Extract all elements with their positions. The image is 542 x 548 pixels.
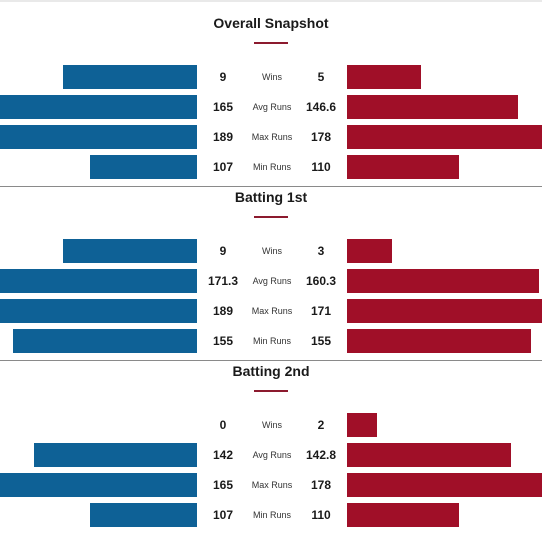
left-team-bar: [0, 473, 197, 497]
right-team-bar: [347, 65, 422, 89]
right-team-bar: [347, 125, 542, 149]
metric-label: Wins: [262, 420, 282, 430]
left-team-value: 107: [212, 160, 234, 174]
left-team-bar: [89, 155, 197, 179]
right-team-bar: [347, 413, 377, 437]
left-team-bar: [0, 269, 197, 293]
stat-row: 142 Avg Runs 142.8: [0, 443, 542, 467]
stat-row: 9 Wins 3: [0, 239, 542, 263]
metric-label: Min Runs: [252, 162, 291, 172]
section-title: Batting 2nd: [232, 363, 310, 379]
left-team-value: 0: [219, 418, 227, 432]
left-team-value: 189: [212, 304, 234, 318]
right-team-value: 110: [311, 508, 331, 522]
stat-row: 189 Max Runs 171: [0, 299, 542, 323]
right-team-value: 160.3: [305, 274, 337, 288]
left-team-bar: [0, 299, 197, 323]
right-team-value: 5: [317, 70, 325, 84]
title-underline: [254, 390, 288, 392]
metric-label: Avg Runs: [252, 450, 292, 460]
section-title: Batting 1st: [234, 189, 308, 205]
metric-label: Max Runs: [251, 480, 293, 490]
section-divider: [0, 186, 542, 187]
right-team-bar: [347, 299, 542, 323]
right-team-value: 171: [310, 304, 332, 318]
section-title: Overall Snapshot: [213, 15, 329, 31]
stat-row: 165 Max Runs 178: [0, 473, 542, 497]
right-team-bar: [347, 269, 540, 293]
stat-row: 9 Wins 5: [0, 65, 542, 89]
comparison-section: Batting 1st 9 Wins 3 171.3 Avg Runs 160.3 189 Ma…: [0, 174, 542, 353]
right-team-bar: [347, 443, 512, 467]
title-underline: [254, 216, 288, 218]
right-team-bar: [347, 95, 518, 119]
left-team-value: 155: [212, 334, 234, 348]
metric-label: Min Runs: [252, 336, 291, 346]
stat-row: 155 Min Runs 155: [0, 329, 542, 353]
right-team-value: 110: [311, 160, 331, 174]
right-team-value: 3: [317, 244, 325, 258]
left-team-bar: [63, 239, 197, 263]
right-team-bar: [347, 503, 459, 527]
left-team-bar: [13, 329, 197, 353]
right-team-value: 142.8: [305, 448, 337, 462]
left-team-value: 165: [212, 100, 234, 114]
left-team-bar: [0, 95, 197, 119]
left-team-bar: [63, 65, 197, 89]
metric-label: Wins: [262, 246, 282, 256]
stat-row: 0 Wins 2: [0, 413, 542, 437]
right-team-value: 146.6: [305, 100, 337, 114]
left-team-value: 171.3: [207, 274, 239, 288]
metric-label: Max Runs: [251, 132, 293, 142]
section-divider: [0, 360, 542, 361]
comparison-section: Batting 2nd 0 Wins 2 142 Avg Runs 142.8 165 Max …: [0, 348, 542, 527]
left-team-bar: [33, 443, 197, 467]
right-team-value: 178: [310, 478, 332, 492]
left-team-value: 9: [219, 244, 227, 258]
title-underline: [254, 42, 288, 44]
metric-label: Min Runs: [252, 510, 291, 520]
comparison-section: Overall Snapshot 9 Wins 5 165 Avg Runs 146.6 18…: [0, 0, 542, 179]
right-team-bar: [347, 155, 459, 179]
right-team-bar: [347, 473, 542, 497]
top-rule: [0, 0, 542, 2]
metric-label: Avg Runs: [252, 276, 292, 286]
metric-label: Avg Runs: [252, 102, 292, 112]
stat-row: 171.3 Avg Runs 160.3: [0, 269, 542, 293]
stat-row: 165 Avg Runs 146.6: [0, 95, 542, 119]
metric-label: Max Runs: [251, 306, 293, 316]
stat-row: 189 Max Runs 178: [0, 125, 542, 149]
left-team-value: 165: [212, 478, 234, 492]
left-team-value: 107: [212, 508, 234, 522]
stat-row: 107 Min Runs 110: [0, 503, 542, 527]
left-team-value: 9: [219, 70, 227, 84]
left-team-bar: [89, 503, 197, 527]
metric-label: Wins: [262, 72, 282, 82]
left-team-value: 142: [212, 448, 234, 462]
right-team-value: 155: [310, 334, 332, 348]
right-team-value: 2: [317, 418, 325, 432]
stat-row: 107 Min Runs 110: [0, 155, 542, 179]
right-team-bar: [347, 239, 392, 263]
right-team-bar: [347, 329, 531, 353]
left-team-bar: [0, 125, 197, 149]
right-team-value: 178: [310, 130, 332, 144]
left-team-value: 189: [212, 130, 234, 144]
